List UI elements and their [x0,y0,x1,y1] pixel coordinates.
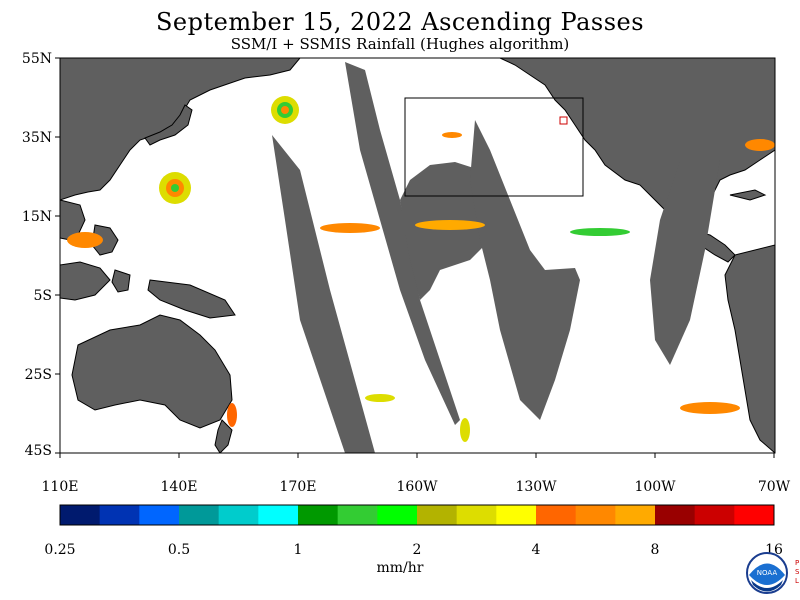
lon-label-160w: 160W [396,479,438,495]
lon-label-70w: 70W [758,479,791,495]
noaa-logo-text: NOAA [757,569,778,577]
sulawesi-island [111,269,131,293]
rain-patch-northeast-pacific [442,132,462,138]
colorbar-swatch-3 [179,505,220,525]
lon-label-100w: 100W [634,479,676,495]
lon-label-170e: 170E [280,479,317,495]
south-america-landmass [724,244,775,453]
colorbar-swatch-9 [417,505,458,525]
noaa-logo: NOAA [746,552,788,594]
colorbar-swatch-11 [496,505,537,525]
colorbar-tick-label-5: 8 [651,542,660,558]
colorbar-tick-label-4: 4 [532,542,541,558]
lat-label-45s: 45S [25,443,52,459]
rain-patch-philippines [67,232,103,248]
colorbar-swatch-8 [377,505,418,525]
map-subtitle: SSM/I + SSMIS Rainfall (Hughes algorithm… [230,35,570,53]
colorbar-swatch-10 [456,505,497,525]
svg-text:PSL: PSL [795,559,800,585]
colorbar-swatch-4 [218,505,259,525]
colorbar-swatch-0 [60,505,101,525]
rain-patch-south-pacific-2 [460,418,470,442]
cuba-island [729,189,767,201]
rain-patch-atlantic [745,139,775,151]
rain-band-itcz-3 [570,228,630,236]
lon-label-130w: 130W [515,479,557,495]
colorbar-ticks: 0.25 0.5 1 2 4 8 16 [44,542,783,558]
colorbar-swatch-14 [615,505,656,525]
colorbar-swatch-13 [575,505,616,525]
colorbar-tick-label-2: 1 [294,542,303,558]
colorbar-swatch-16 [694,505,735,525]
japan-island [144,104,193,146]
australia-landmass [71,314,233,429]
lat-label-35n: 35N [22,130,52,146]
colorbar-swatch-7 [337,505,378,525]
no-data-swath-4 [470,120,580,420]
lat-label-55n: 55N [22,51,52,67]
colorbar-border [59,504,775,526]
colorbar-swatch-2 [139,505,180,525]
rain-patch-south-pacific [365,394,395,402]
lon-label-110e: 110E [42,479,79,495]
colorbar-swatch-12 [536,505,577,525]
colorbar-swatch-1 [99,505,140,525]
new-zealand-island [214,419,233,453]
colorbar-tick-label-3: 2 [413,542,422,558]
new-guinea-island [147,279,236,319]
rain-band-southeast-pacific [680,402,740,414]
lat-label-25s: 25S [25,367,52,383]
colorbar-tick-label-1: 0.5 [168,542,190,558]
map-title: September 15, 2022 Ascending Passes [155,8,645,36]
lat-label-15n: 15N [22,209,52,225]
rain-band-itcz-1 [320,223,380,233]
lat-label-5s: 5S [34,288,53,304]
site-marker [559,116,568,125]
rain-band-itcz-2 [415,220,485,230]
lon-label-140e: 140E [161,479,198,495]
borneo-island [60,261,111,301]
colorbar-swatch-15 [655,505,696,525]
rain-patch-tasman [227,403,237,427]
colorbar-unit-label: mm/hr [376,560,424,576]
region-outline-box [404,97,584,197]
colorbar [59,504,775,526]
colorbar-tick-label-0: 0.25 [44,542,75,558]
colorbar-swatch-17 [734,505,775,525]
no-data-swath-1 [272,135,375,453]
colorbar-swatch-6 [298,505,339,525]
colorbar-swatch-5 [258,505,299,525]
no-data-swath-2 [345,62,460,425]
no-data-swath-5 [650,160,720,365]
